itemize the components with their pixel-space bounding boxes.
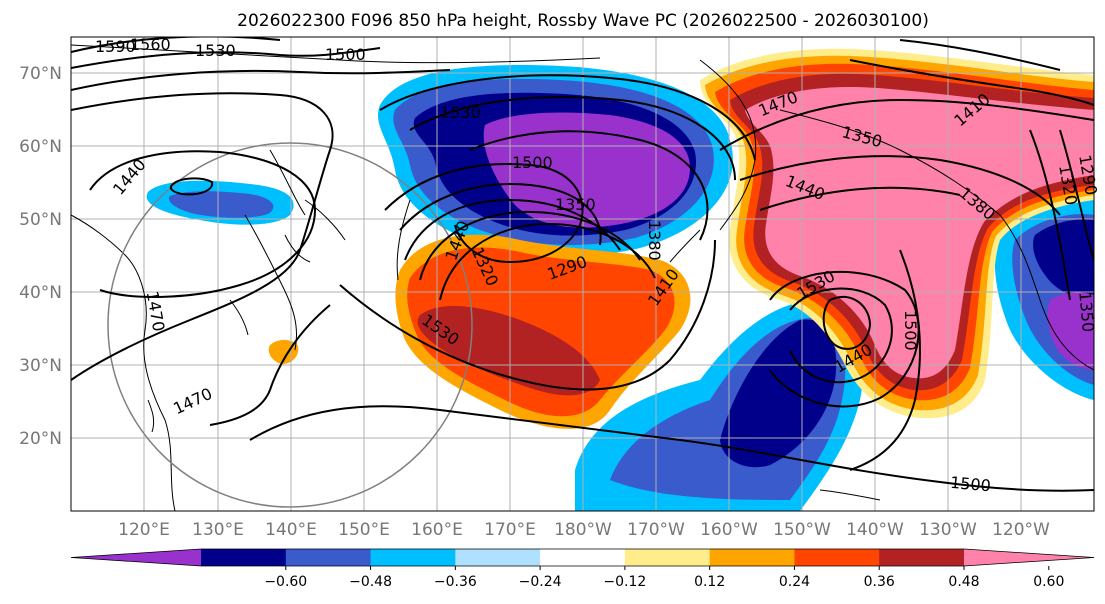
lon-label: 130°E — [192, 520, 244, 540]
lon-label: 130°W — [919, 520, 977, 540]
contour-label: 1500 — [949, 473, 991, 495]
height-contours — [71, 37, 1094, 492]
lon-label: 160°W — [700, 520, 758, 540]
colorbar-segment — [201, 549, 287, 566]
contour-label: 1500 — [901, 310, 920, 351]
colorbar-extend-high — [964, 549, 1094, 566]
reference-circle — [107, 142, 473, 508]
colorbar-tick-label: −0.60 — [264, 574, 307, 590]
colorbar-tick-label: 0.48 — [948, 574, 979, 590]
colorbar-extend-low — [71, 549, 201, 566]
colorbar-tick-label: −0.36 — [434, 574, 477, 590]
colorbar-tick-label: 0.24 — [779, 574, 810, 590]
lon-label: 140°E — [265, 520, 317, 540]
contour-label: 1530 — [440, 103, 481, 122]
contour-label: 1500 — [325, 45, 366, 64]
colorbar-segment — [879, 549, 965, 566]
colorbar-segment — [794, 549, 880, 566]
contour-label: 1380 — [645, 220, 664, 261]
colorbar-tick-label: −0.12 — [603, 574, 646, 590]
colorbar-segment — [709, 549, 795, 566]
map-frame — [70, 36, 1095, 512]
contour-label: 1560 — [130, 35, 171, 54]
lon-label: 150°E — [338, 520, 390, 540]
colorbar-segment — [455, 549, 541, 566]
lon-label: 140°W — [846, 520, 904, 540]
lon-label: 170°E — [484, 520, 536, 540]
longitude-labels: 120°E 130°E 140°E 150°E 160°E 170°E 180°… — [118, 520, 1050, 540]
negative-anomaly-sea-of-japan — [146, 180, 294, 225]
latitude-labels: 70°N 60°N 50°N 40°N 30°N 20°N — [19, 64, 62, 449]
lat-label: 40°N — [19, 283, 62, 303]
colorbar-segment — [624, 549, 711, 566]
contour-label: 1350 — [1075, 291, 1097, 333]
graticule — [71, 37, 1094, 511]
contour-label: 1350 — [555, 195, 596, 214]
colorbar-segment — [540, 549, 626, 566]
map-panel: 1590 1560 1530 1500 1530 1440 1500 1350 … — [70, 35, 1101, 512]
lat-label: 60°N — [19, 137, 62, 157]
colorbar: −0.60 −0.48 −0.36 −0.24 −0.12 0.12 0.24 0.36 0.4… — [70, 548, 1095, 590]
contour-label: 1590 — [95, 37, 136, 56]
positive-anomaly-central-pacific — [395, 234, 691, 429]
lon-label: 120°W — [992, 520, 1050, 540]
coastlines — [71, 44, 1094, 511]
colorbar-tick-label: −0.24 — [519, 574, 562, 590]
colorbar-segment — [285, 549, 372, 566]
colorbar-outline — [70, 548, 1095, 567]
lon-label: 160°E — [411, 520, 463, 540]
lat-label: 30°N — [19, 356, 62, 376]
colorbar-tick-label: 0.12 — [694, 574, 725, 590]
lat-label: 20°N — [19, 429, 62, 449]
colorbar-segment — [370, 549, 456, 566]
lat-label: 70°N — [19, 64, 62, 84]
contour-label: 1530 — [195, 41, 236, 60]
colorbar-tick-label: 0.60 — [1033, 574, 1064, 590]
negative-anomaly-northeast-pacific — [994, 198, 1094, 400]
lon-label: 170°W — [627, 520, 685, 540]
lon-label: 180°W — [554, 520, 612, 540]
negative-anomaly-north-pacific — [377, 65, 733, 257]
lat-label: 50°N — [19, 210, 62, 230]
colorbar-tick-label: 0.36 — [864, 574, 895, 590]
map-title: 2026022300 F096 850 hPa height, Rossby W… — [237, 11, 929, 31]
lon-label: 120°E — [118, 520, 170, 540]
colorbar-tick-label: −0.48 — [349, 574, 392, 590]
lon-label: 150°W — [773, 520, 831, 540]
contour-label: 1500 — [512, 153, 553, 172]
